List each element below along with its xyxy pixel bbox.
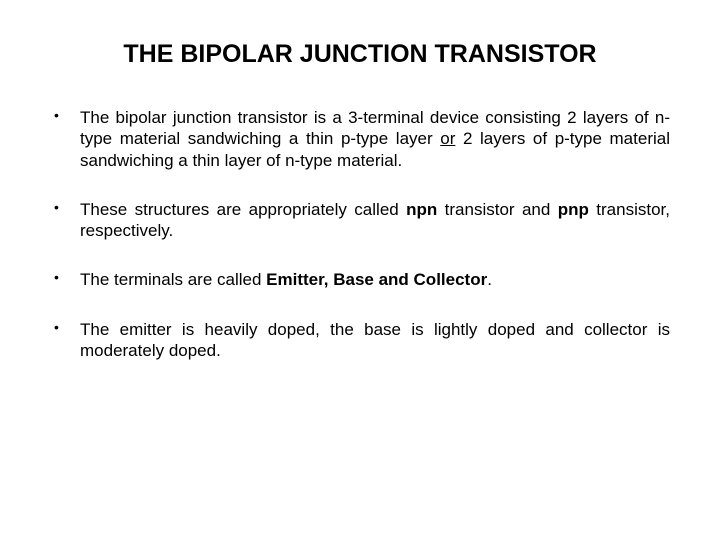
bullet-marker-icon: • — [50, 199, 80, 217]
bold-text: pnp — [558, 200, 589, 219]
list-item: • These structures are appropriately cal… — [50, 199, 670, 242]
bold-text: Emitter, Base and Collector — [266, 270, 487, 289]
bold-text: npn — [406, 200, 437, 219]
bullet-text: The emitter is heavily doped, the base i… — [80, 319, 670, 362]
bullet-marker-icon: • — [50, 107, 80, 125]
list-item: • The emitter is heavily doped, the base… — [50, 319, 670, 362]
bullet-list: • The bipolar junction transistor is a 3… — [50, 107, 670, 361]
bullet-text: These structures are appropriately calle… — [80, 199, 670, 242]
list-item: • The bipolar junction transistor is a 3… — [50, 107, 670, 171]
text-segment: The terminals are called — [80, 270, 266, 289]
page-title: THE BIPOLAR JUNCTION TRANSISTOR — [80, 40, 640, 69]
bullet-marker-icon: • — [50, 269, 80, 287]
text-segment: These structures are appropriately calle… — [80, 200, 406, 219]
list-item: • The terminals are called Emitter, Base… — [50, 269, 670, 290]
bullet-text: The bipolar junction transistor is a 3-t… — [80, 107, 670, 171]
bullet-text: The terminals are called Emitter, Base a… — [80, 269, 670, 290]
text-segment: The emitter is heavily doped, the base i… — [80, 320, 670, 360]
text-segment: transistor and — [437, 200, 557, 219]
text-segment: . — [487, 270, 492, 289]
underlined-text: or — [440, 129, 455, 148]
bullet-marker-icon: • — [50, 319, 80, 337]
